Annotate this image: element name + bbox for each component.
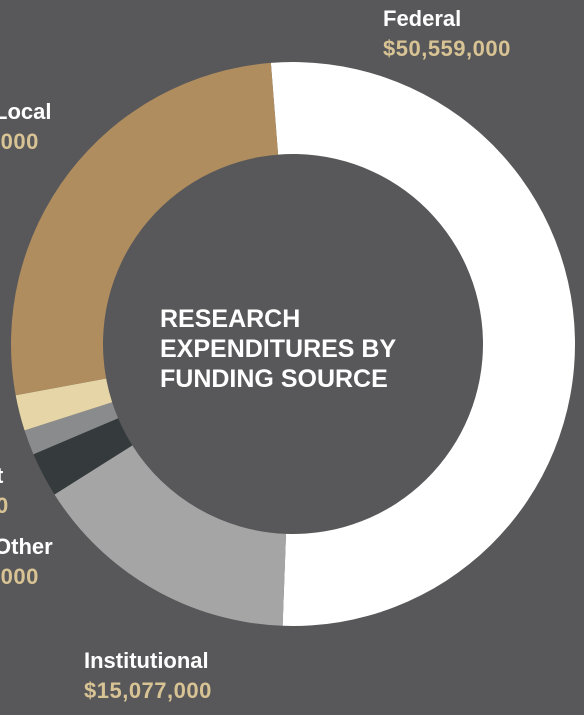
chart-title-line-3: FUNDING SOURCE [160,365,388,393]
series-name-local: Local [0,99,52,124]
series-amount-local: ,000 [0,129,39,154]
series-amount-federal: $50,559,000 [383,36,511,61]
series-name-institutional: Institutional [84,648,209,673]
legend-label-local: Local ,000 [0,101,51,153]
series-name-t: t [0,465,9,487]
legend-label-t: t 0 [0,465,9,517]
legend-label-institutional: Institutional $15,077,000 [84,650,212,702]
chart-title-line-2: EXPENDITURES BY [160,335,397,363]
chart-title: RESEARCH EXPENDITURES BY FUNDING SOURCE [160,304,460,394]
donut-slice-other [33,418,133,495]
series-name-other: Other [0,534,53,559]
donut-slice-federal [270,62,575,627]
legend-label-federal: Federal $50,559,000 [383,8,511,60]
series-amount-institutional: $15,077,000 [84,678,212,703]
donut-slice-unlabeled-4 [15,378,113,431]
legend-label-other: Other ,000 [0,536,53,588]
chart-title-line-1: RESEARCH [160,305,301,333]
donut-slice-institutional [54,445,287,626]
series-amount-t: 0 [0,493,9,518]
series-amount-other: ,000 [0,564,39,589]
donut-slice-t [24,402,119,455]
donut-slice-local [10,62,279,396]
series-name-federal: Federal [383,6,462,31]
